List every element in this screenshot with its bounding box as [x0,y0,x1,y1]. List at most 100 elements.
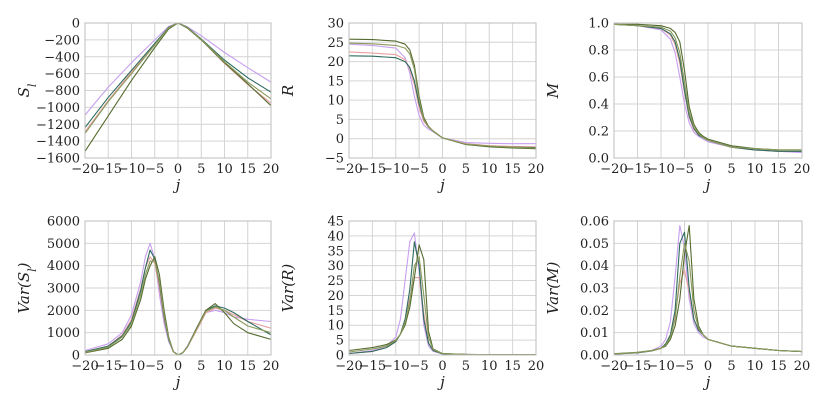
y-tick-label: 0.05 [580,237,609,252]
y-tick-label: 25 [327,274,344,289]
x-tick-label: −20 [71,359,98,374]
y-tick-label: 40 [327,229,344,244]
y-tick-label: −200 [44,33,80,48]
y-tick-label: 0 [72,349,80,364]
y-axis-label: Var(R) [279,264,297,313]
y-tick-label: 0.00 [580,349,609,364]
y-tick-label: 0 [72,17,80,32]
x-tick-label: 0 [438,359,446,374]
y-tick-label: 25 [327,36,344,51]
plot-frame [348,22,537,159]
y-tick-label: 0.2 [588,125,609,140]
y-tick-label: 3000 [47,282,80,297]
y-tick-label: 30 [327,259,344,274]
x-tick-label: −15 [95,162,122,177]
x-tick-label: −5 [675,162,694,177]
plot-frame [613,220,803,356]
y-tick-label: 1000 [47,326,80,341]
x-tick-label: 0 [704,359,712,374]
x-tick-label: −20 [600,162,627,177]
y-tick-label: 10 [327,319,344,334]
y-tick-label: −5 [325,152,344,167]
x-axis-label: j [703,373,711,391]
x-axis-label: j [437,176,445,194]
x-tick-label: 20 [263,162,280,177]
x-tick-label: −15 [624,359,651,374]
y-tick-label: 0.4 [588,98,609,113]
x-tick-label: 0 [438,162,446,177]
x-tick-label: 5 [727,359,735,374]
x-tick-label: 0 [704,162,712,177]
x-tick-label: 10 [481,359,498,374]
x-tick-label: 20 [528,162,545,177]
x-tick-label: −15 [95,359,122,374]
y-tick-label: 0.0 [588,152,609,167]
x-tick-label: 0 [174,359,182,374]
y-tick-label: 20 [327,289,344,304]
y-tick-label: 1.0 [588,17,609,32]
x-axis-label: j [173,176,181,194]
y-tick-label: 4000 [47,259,80,274]
x-axis-label: j [437,373,445,391]
x-tick-label: −10 [647,359,674,374]
plot-frame [84,220,272,356]
plot-frame [348,220,537,356]
subplot-6: −20−15−10 −5 0 5 10 15 20 0.00 0.01 0.02 0.03 0.04 0… [544,215,810,392]
x-tick-label: 0 [174,162,182,177]
x-tick-label: 10 [747,162,764,177]
x-tick-label: −15 [624,162,651,177]
y-tick-label: 0.03 [580,282,609,297]
x-tick-label: −20 [335,359,362,374]
y-tick-label: 10 [327,94,344,109]
x-tick-label: 10 [481,162,498,177]
y-tick-label: −400 [44,50,80,65]
y-tick-label: 0 [336,132,344,147]
series-line-3 [613,23,802,152]
x-tick-label: 5 [462,359,470,374]
x-tick-label: −10 [647,162,674,177]
series-line-1 [348,43,536,145]
y-tick-label: 45 [327,215,344,230]
series-line-5 [84,260,272,356]
x-tick-label: 5 [462,162,470,177]
x-tick-label: 5 [727,162,735,177]
x-tick-label: 15 [770,359,787,374]
subplot-1: −20−15−10 −5 0 5 10 15 20−1600−1400−1200−1000−… [15,17,279,195]
y-tick-label: 15 [327,304,344,319]
x-tick-label: 5 [197,162,205,177]
y-tick-label: 5000 [47,237,80,252]
y-tick-label: 5 [336,113,344,128]
y-tick-label: 0.04 [580,259,609,274]
y-tick-label: 15 [327,74,344,89]
y-tick-label: −1200 [36,118,80,133]
subplot-5: −20−15−10 −5 0 5 10 15 20051015202530354045jVa… [279,215,544,392]
x-tick-label: −20 [335,162,362,177]
series-line-5 [348,42,537,149]
x-tick-label: 10 [747,359,764,374]
y-tick-label: 20 [327,55,344,70]
x-tick-label: −10 [118,162,145,177]
y-tick-label: 35 [327,244,344,259]
x-axis-label: j [173,373,181,391]
plot-frame [613,22,803,159]
series-line-5 [348,256,536,356]
subplot-3: −20−15−10 −5 0 5 10 15 20 0.0 0.2 0.4 0.6 0.8 1.0 j M [544,17,810,195]
y-tick-label: 5 [336,334,344,349]
y-axis-label: M [544,82,562,99]
x-tick-label: −5 [675,359,694,374]
y-tick-label: 0.8 [588,44,609,59]
y-axis-label: Var(M) [544,262,562,315]
x-tick-label: 10 [216,162,233,177]
y-tick-label: −800 [44,84,80,99]
y-tick-label: 0.02 [580,304,609,319]
x-tick-label: 10 [216,359,233,374]
x-axis-label: j [703,176,711,194]
x-tick-label: 15 [770,162,787,177]
x-tick-label: −15 [359,162,386,177]
y-axis-label: Sl [15,83,39,97]
y-tick-label: 0 [336,349,344,364]
x-tick-label: 20 [263,359,280,374]
series-line-5 [613,242,803,355]
